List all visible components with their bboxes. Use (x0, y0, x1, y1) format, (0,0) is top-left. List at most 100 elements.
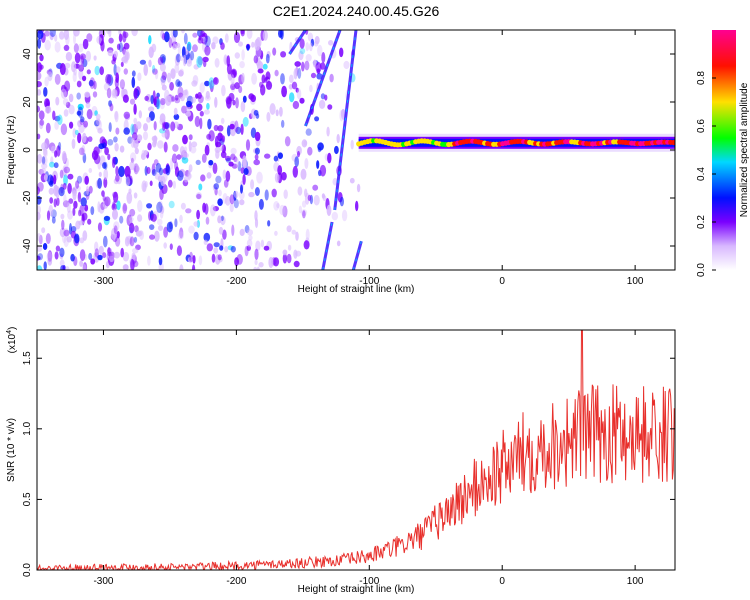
heatmap-cell (265, 53, 270, 64)
heatmap-cell (284, 136, 291, 147)
heatmap-cell (115, 236, 121, 247)
heatmap-cell (211, 253, 216, 263)
heatmap-cell (312, 184, 319, 191)
heatmap-cell (65, 157, 69, 169)
heatmap-cell (157, 56, 164, 66)
heatmap-cell (144, 95, 149, 101)
heatmap-cell (200, 174, 206, 182)
heatmap-cell (141, 180, 147, 193)
heatmap-cell (94, 65, 100, 76)
heatmap-cell (250, 179, 255, 190)
heatmap-cell (53, 198, 57, 208)
heatmap-cell (205, 90, 210, 100)
heatmap-cell (260, 239, 265, 248)
heatmap-cell (155, 162, 162, 173)
heatmap-cell (87, 136, 93, 143)
heatmap-cell (81, 263, 87, 270)
heatmap-cell (59, 169, 64, 179)
heatmap-cell (129, 258, 135, 270)
heatmap-cell (203, 109, 210, 115)
heatmap-cell (217, 125, 224, 132)
heatmap-cell (177, 231, 184, 240)
colorbar-ticks: 0.0 0.2 0.4 0.6 0.8 (696, 71, 716, 277)
heatmap-cell (63, 229, 70, 237)
heatmap-cell (183, 32, 188, 45)
heatmap-cell (76, 110, 82, 116)
heatmap-cell (123, 42, 130, 50)
snr-scale-base: (x10 (7, 333, 18, 353)
heatmap-cell (69, 121, 74, 129)
heatmap-cell (176, 53, 181, 63)
x-tick-label: 0 (499, 576, 505, 587)
heatmap-cell (204, 144, 210, 156)
heatmap-cell (297, 186, 303, 196)
heatmap-cell (179, 214, 183, 224)
heatmap-cell (39, 64, 44, 70)
heatmap-cell (174, 54, 180, 66)
heatmap-cell (134, 147, 139, 155)
signal-cell (671, 139, 675, 146)
heatmap-cell (243, 168, 249, 175)
heatmap-cell (184, 89, 189, 99)
svg-text:(x104): (x104) (6, 327, 18, 354)
heatmap-cell (58, 186, 65, 197)
heatmap-cell (82, 262, 88, 270)
heatmap-cell (63, 174, 68, 186)
heatmap-cell (123, 264, 129, 270)
heatmap-cell (180, 93, 185, 102)
heatmap-cell (97, 177, 102, 189)
heatmap-cell (45, 122, 51, 134)
heatmap-cell (37, 133, 41, 140)
y-tick-label: -20 (22, 190, 33, 205)
heatmap-cell (187, 256, 193, 263)
heatmap-cell (46, 251, 53, 263)
heatmap-cell (173, 113, 180, 120)
heatmap-cell (107, 247, 112, 254)
heatmap-cell (116, 43, 121, 50)
heatmap-cell (78, 64, 84, 72)
heatmap-cell (49, 197, 54, 204)
heatmap-trace-core (334, 30, 357, 211)
heatmap-cell (186, 41, 192, 52)
heatmap-cell (256, 266, 260, 270)
heatmap-cell (107, 246, 111, 257)
heatmap-cell (197, 92, 202, 99)
colorbar-tick-label: 0.0 (696, 263, 707, 277)
heatmap-cell (163, 141, 168, 153)
heatmap-cell (274, 230, 278, 236)
heatmap-cell (119, 79, 125, 90)
heatmap-cell (321, 52, 326, 64)
heatmap-cell (197, 37, 204, 44)
heatmap-cell (102, 195, 106, 201)
heatmap-cell (120, 61, 124, 67)
heatmap-cell (115, 166, 119, 176)
heatmap-cell (143, 63, 148, 76)
heatmap-cell (256, 60, 264, 71)
heatmap-cell (302, 210, 306, 219)
heatmap-cell (113, 50, 119, 58)
heatmap-cell (276, 203, 280, 209)
heatmap-cell (246, 245, 251, 251)
heatmap-cell (113, 251, 120, 259)
heatmap-cell (94, 248, 100, 258)
heatmap-cell (76, 175, 83, 184)
heatmap-cell (54, 34, 58, 42)
heatmap-y-ticks: -40 -20 0 20 40 (22, 48, 675, 253)
heatmap-cell (179, 227, 184, 239)
heatmap-cell (230, 147, 237, 155)
heatmap-cell (78, 209, 82, 217)
heatmap-cell (131, 252, 136, 260)
heatmap-cell (37, 233, 41, 242)
heatmap-cell (133, 236, 138, 243)
heatmap-cell (82, 38, 89, 50)
heatmap-cell (157, 140, 164, 149)
heatmap-cell (67, 210, 74, 220)
heatmap-cell (275, 109, 279, 117)
heatmap-cell (119, 215, 124, 224)
heatmap-cell (83, 120, 88, 128)
heatmap-cell (197, 56, 204, 66)
figure-title: C2E1.2024.240.00.45.G26 (273, 3, 440, 19)
heatmap-cell (122, 30, 127, 43)
heatmap-cell (96, 35, 102, 44)
heatmap-cell (116, 231, 120, 239)
